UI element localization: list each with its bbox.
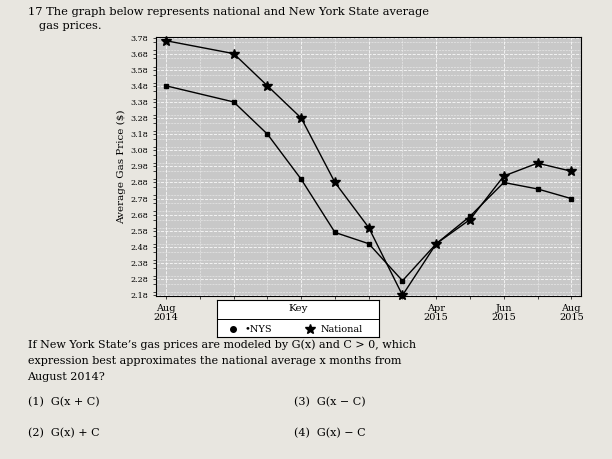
Text: (4)  G(x) − C: (4) G(x) − C (294, 428, 365, 438)
Text: gas prices.: gas prices. (28, 21, 101, 31)
Y-axis label: Average Gas Price ($): Average Gas Price ($) (118, 109, 127, 224)
Text: If New York State’s gas prices are modeled by G(x) and C > 0, which: If New York State’s gas prices are model… (28, 340, 416, 350)
Text: Key: Key (289, 303, 308, 313)
Text: expression best approximates the national average x months from: expression best approximates the nationa… (28, 356, 401, 366)
Text: National: National (321, 325, 364, 334)
Text: (3)  G(x − C): (3) G(x − C) (294, 397, 365, 407)
Text: 17 The graph below represents national and New York State average: 17 The graph below represents national a… (28, 7, 428, 17)
Text: •NYS: •NYS (245, 325, 272, 334)
Text: (1)  G(x + C): (1) G(x + C) (28, 397, 99, 407)
Text: August 2014?: August 2014? (28, 372, 105, 382)
Text: (2)  G(x) + C: (2) G(x) + C (28, 428, 99, 438)
